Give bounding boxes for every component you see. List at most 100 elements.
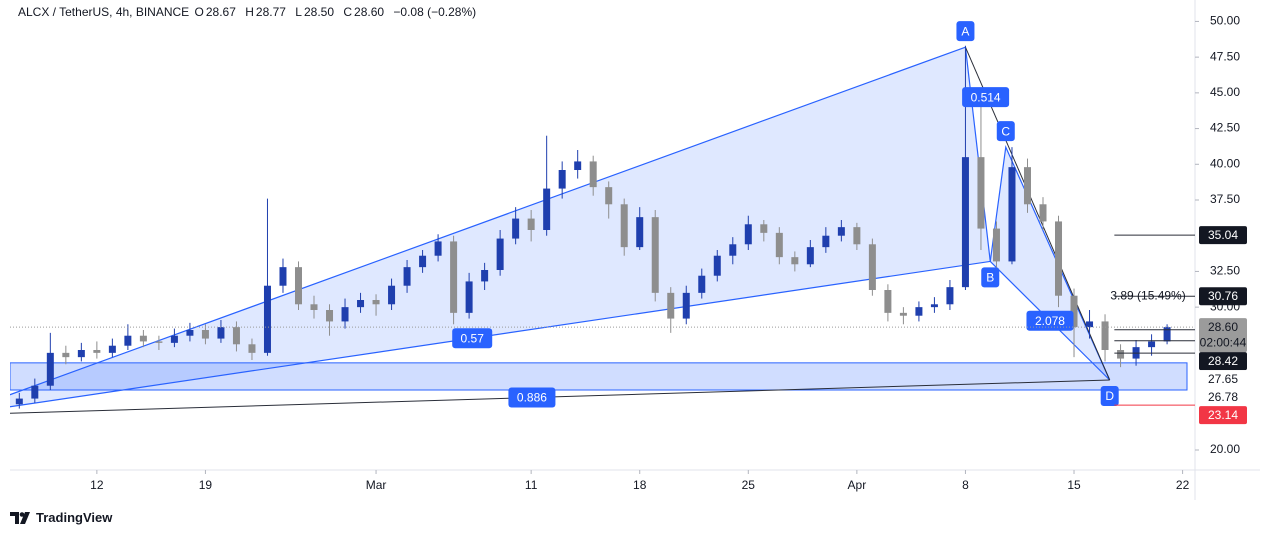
candle-body [186, 330, 194, 336]
candle-body [1101, 321, 1109, 350]
candle-body [1055, 221, 1063, 296]
candle-body [884, 290, 892, 313]
x-tick-label: 18 [633, 478, 647, 492]
candle-body [868, 244, 876, 290]
candle-body [837, 227, 845, 236]
y-tick-label: 45.00 [1210, 85, 1240, 99]
candle-body [636, 217, 644, 248]
candle-body [93, 350, 101, 353]
change: −0.08 (−0.28%) [393, 5, 477, 19]
candle-body [651, 217, 659, 293]
candle-body [201, 330, 209, 339]
candle-body [496, 238, 504, 270]
ohlc-key: C [343, 5, 353, 19]
candle-body [434, 241, 442, 256]
ohlc-key: L [295, 5, 302, 19]
candle-body [388, 285, 396, 305]
candle-body [977, 157, 985, 229]
candle-body [667, 292, 675, 319]
ohlc-key: H [245, 5, 254, 19]
candle-body [294, 267, 302, 305]
candle-body [481, 270, 489, 282]
candle-body [124, 335, 132, 346]
candle-body [279, 267, 287, 286]
pattern-triangle [989, 144, 1111, 381]
candle-body [155, 341, 163, 343]
candle-body [605, 187, 613, 205]
point-box [956, 21, 975, 42]
candle-body [77, 350, 85, 358]
y-tick-label: 42.50 [1210, 121, 1240, 135]
candle-body [1070, 295, 1078, 328]
candle-body [1148, 341, 1156, 348]
candle-body [170, 335, 178, 343]
y-tick-label: 50.00 [1210, 14, 1240, 28]
x-tick-label: 22 [1176, 478, 1190, 492]
price-label-box [1199, 370, 1247, 389]
point-box [1100, 386, 1119, 406]
y-tick-label: 47.50 [1210, 49, 1240, 63]
point-label: A [961, 24, 969, 38]
price-label: 28.42 [1208, 354, 1238, 368]
candle-body [217, 327, 225, 339]
price-label: 30.76 [1208, 289, 1238, 303]
x-tick-label: 11 [525, 478, 538, 492]
ratio-label: 0.886 [517, 391, 547, 405]
candle-body [574, 161, 582, 170]
ohlc-key: O [194, 5, 204, 19]
point-box [996, 121, 1015, 142]
ratio-box [508, 387, 556, 408]
ratio-box [452, 328, 493, 349]
candle-body [853, 227, 861, 245]
y-tick-label: 40.00 [1210, 156, 1240, 170]
candle-body [15, 398, 23, 405]
candle-body [465, 281, 473, 313]
candle-body [698, 275, 706, 293]
plot-area [10, 45, 1188, 414]
y-tick-label: 37.50 [1210, 192, 1240, 206]
candle-body [589, 161, 597, 188]
x-tick-label: 8 [962, 478, 969, 492]
candle-body [108, 345, 116, 353]
candle-body [930, 304, 938, 308]
candle-body [946, 287, 954, 305]
ratio-box [962, 87, 1010, 108]
point-label: B [986, 271, 994, 285]
ratio-label: 2.078 [1035, 314, 1065, 328]
x-tick-label: 25 [742, 478, 756, 492]
candle-body [1117, 350, 1125, 359]
candle-body [248, 344, 256, 353]
ohlc-value: 28.67 [205, 5, 236, 19]
ohlc-value: 28.77 [255, 5, 286, 19]
y-tick-label: 32.50 [1210, 264, 1240, 278]
candle-body [403, 267, 411, 286]
point-label: C [1001, 124, 1010, 138]
candle-body [1086, 321, 1094, 328]
candle-body [1023, 167, 1031, 205]
candle-body [713, 255, 721, 276]
ratio-label: 0.57 [461, 331, 485, 345]
header: ALCX / TetherUS, 4h, BINANCE O 28.67 H 28.… [18, 5, 482, 19]
candle-body [232, 327, 240, 345]
candle-body [791, 257, 799, 265]
candle-body [760, 224, 768, 233]
candle-body [527, 218, 535, 230]
candle-body [357, 300, 365, 308]
x-tick-label: 12 [90, 478, 104, 492]
chart: 50.0047.5045.0042.5040.0037.5032.5030.00… [10, 0, 1260, 500]
candle-body [620, 204, 628, 248]
price-label-box [1199, 226, 1247, 245]
candle-body [961, 157, 969, 288]
measure-label: 3.89 (15.49%) [1110, 288, 1185, 302]
candle-body [263, 285, 271, 353]
candle-body [729, 244, 737, 256]
logo [10, 511, 30, 524]
candle-body [806, 247, 814, 265]
price-label-box [1199, 318, 1247, 353]
candle-body [915, 307, 923, 316]
candle-body [1163, 327, 1171, 342]
brand: TradingView [36, 510, 113, 525]
point-box [981, 267, 1000, 288]
price-label: 35.04 [1208, 228, 1238, 242]
